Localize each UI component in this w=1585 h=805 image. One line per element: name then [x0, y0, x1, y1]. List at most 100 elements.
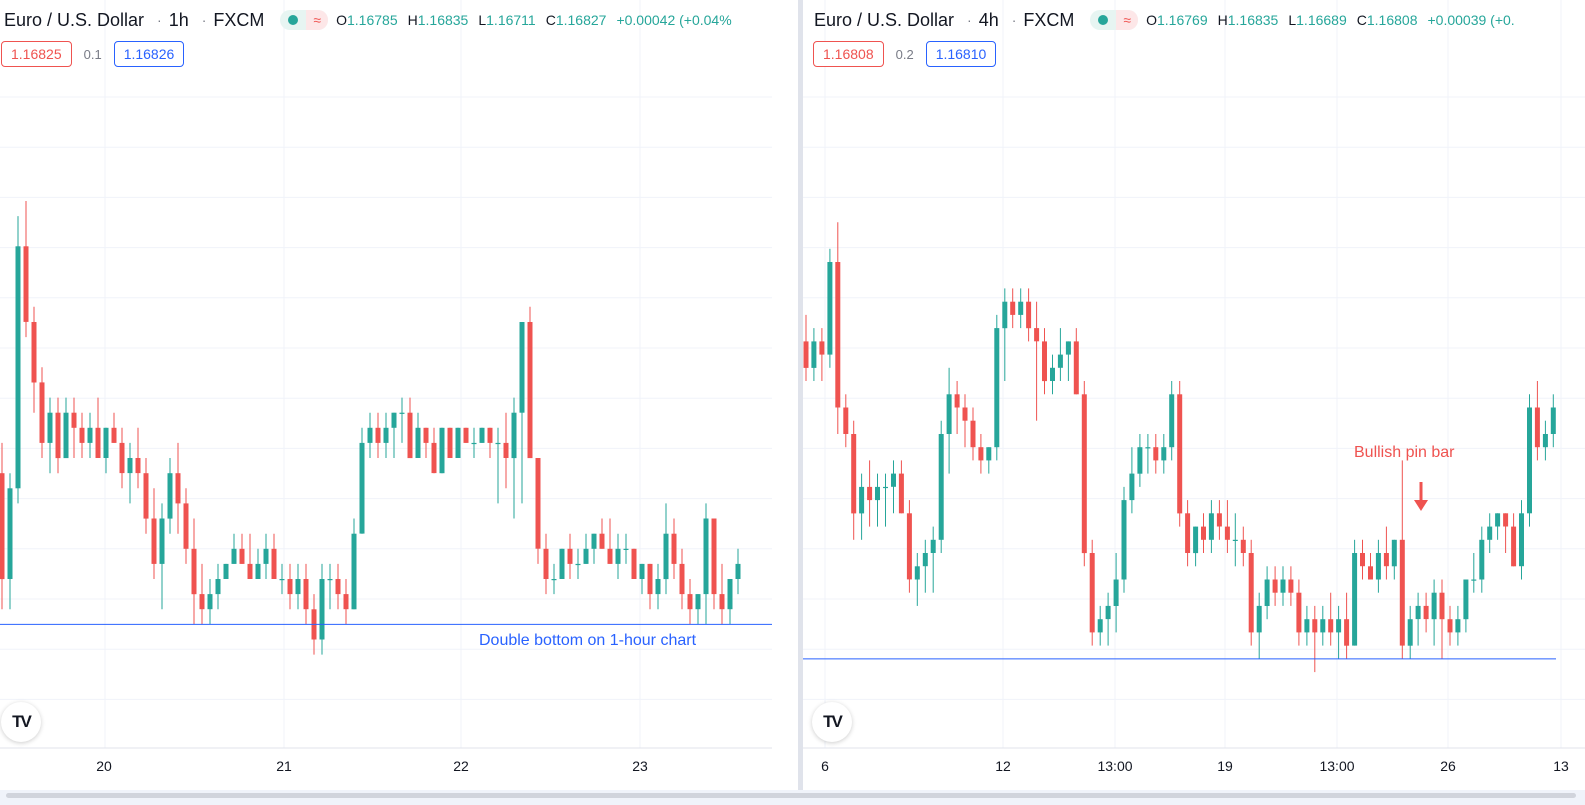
candle [1018, 288, 1024, 329]
candle [607, 518, 613, 564]
tradingview-logo-icon[interactable]: TV [812, 702, 852, 742]
candle-body [31, 322, 37, 383]
tradingview-logo-icon[interactable]: TV [1, 702, 41, 742]
candle [223, 563, 229, 579]
candle [1360, 539, 1365, 580]
candle [1026, 288, 1032, 342]
candle [119, 427, 125, 489]
candle [383, 412, 389, 458]
candle-body [1336, 619, 1342, 633]
candle [631, 548, 637, 579]
candle [1527, 394, 1532, 527]
candle-body [343, 594, 349, 610]
candle [695, 594, 701, 625]
chart-panel-4h[interactable]: Euro / U.S. Dollar · 4h · FXCM ≈ O1.1676… [803, 0, 1585, 790]
sell-button[interactable]: 1.16808 [813, 41, 884, 67]
candle [1495, 513, 1501, 540]
candle [207, 579, 213, 625]
candle [1121, 486, 1127, 593]
candle-body [167, 473, 173, 519]
buy-button[interactable]: 1.16826 [113, 41, 185, 67]
market-status[interactable]: ≈ [280, 10, 329, 30]
candle [898, 460, 904, 514]
candle [1487, 513, 1493, 553]
candle [303, 563, 309, 625]
candle-body [575, 563, 581, 566]
horizontal-scrollbar[interactable] [6, 793, 1576, 798]
candle [391, 412, 397, 458]
x-axis-label: 19 [1217, 758, 1233, 774]
candle [447, 427, 453, 458]
candle-body [1018, 301, 1024, 315]
candle [1129, 447, 1135, 514]
candle [1073, 328, 1079, 395]
annotation-double-bottom[interactable]: Double bottom on 1-hour chart [479, 632, 697, 649]
candle [735, 548, 741, 595]
candle-body [1304, 619, 1310, 633]
candlestick-chart-4h[interactable] [803, 0, 1585, 790]
x-axis-label: 13:00 [1097, 758, 1133, 774]
candle [543, 533, 549, 595]
candle-body [914, 566, 920, 580]
candle [1185, 500, 1191, 567]
candle [399, 397, 405, 443]
candle [567, 533, 573, 579]
interval[interactable]: 1h [168, 9, 189, 30]
candle-body [647, 563, 653, 595]
candle [279, 563, 285, 595]
candle-body [1455, 619, 1461, 633]
candle [875, 473, 880, 527]
candle [1216, 500, 1222, 540]
candle [1344, 592, 1350, 659]
candle-body [1042, 341, 1047, 382]
trade-buttons: 1.16808 0.2 1.16810 [813, 40, 997, 68]
buy-button[interactable]: 1.16810 [925, 41, 997, 67]
candle [287, 563, 293, 610]
candle-body [1479, 539, 1485, 580]
candlestick-chart-1h[interactable] [0, 0, 772, 790]
candle-body [1002, 301, 1008, 329]
candle [535, 458, 541, 564]
candle [1383, 526, 1389, 580]
candle [271, 533, 277, 579]
candle [1328, 592, 1334, 646]
exchange[interactable]: FXCM [213, 9, 265, 30]
candle [1010, 288, 1016, 329]
chart-panel-1h[interactable]: Euro / U.S. Dollar · 1h · FXCM ≈ O1.1678… [0, 0, 772, 790]
candle-body [1415, 605, 1421, 620]
candle-body [851, 434, 857, 514]
candle [1034, 301, 1040, 421]
candle [711, 518, 717, 610]
candle [1050, 354, 1055, 395]
candle-body [1161, 447, 1167, 461]
panel-divider[interactable] [798, 0, 803, 790]
candle [962, 394, 968, 448]
symbol-name[interactable]: Euro / U.S. Dollar [4, 9, 145, 30]
candle [1399, 460, 1405, 659]
candle [1264, 566, 1270, 620]
candle [922, 539, 928, 593]
market-open-dot-icon [288, 15, 299, 25]
candle [63, 397, 69, 459]
market-status[interactable]: ≈ [1090, 10, 1139, 30]
symbol-name[interactable]: Euro / U.S. Dollar [814, 9, 955, 30]
candle-body [1089, 553, 1095, 633]
candle [1320, 605, 1326, 646]
candle-body [1320, 619, 1326, 633]
candle-body [663, 533, 669, 580]
candle [835, 222, 841, 434]
candle-body [1431, 592, 1437, 620]
candle [954, 381, 960, 434]
interval[interactable]: 4h [978, 9, 999, 30]
exchange[interactable]: FXCM [1023, 9, 1075, 30]
candle-body [551, 579, 557, 581]
ohlc-open: 1.16785 [347, 12, 398, 28]
candle-body [1423, 605, 1429, 620]
candle-body [463, 427, 469, 443]
candle [599, 518, 605, 549]
candle [1177, 381, 1183, 527]
annotation-bullish-pin-bar[interactable]: Bullish pin bar [1354, 444, 1455, 461]
spread: 0.1 [83, 46, 102, 62]
candle-body [1169, 394, 1175, 448]
sell-button[interactable]: 1.16825 [1, 41, 72, 67]
